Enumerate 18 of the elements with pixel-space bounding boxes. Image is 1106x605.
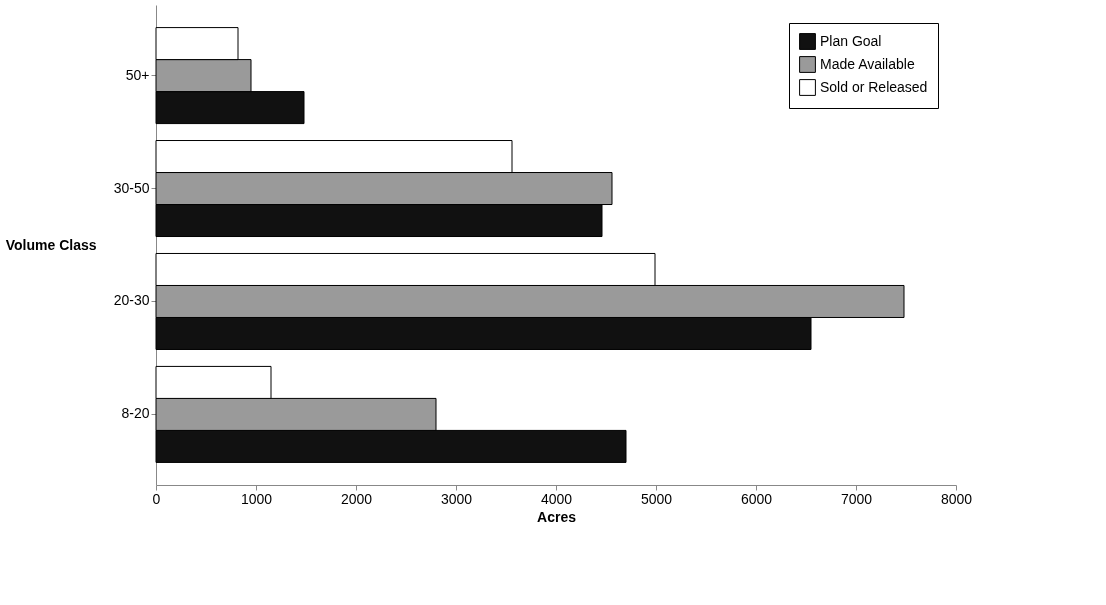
x-tick-label: 3000 — [440, 490, 473, 507]
y-axis-title: Volume Class — [5, 236, 97, 253]
y-tick-label: 8-20 — [121, 405, 150, 422]
legend-label: Sold or Released — [820, 78, 928, 95]
x-tick-label: 6000 — [740, 490, 773, 507]
x-tick-label: 0 — [152, 490, 161, 507]
x-tick-label: 2000 — [340, 490, 373, 507]
x-axis-title: Acres — [537, 508, 577, 525]
x-tick-label: 7000 — [840, 490, 873, 507]
x-tick-label: 1000 — [240, 490, 273, 507]
legend-label: Plan Goal — [820, 32, 882, 49]
x-tick-label: 8000 — [940, 490, 973, 507]
y-tick-label: 30-50 — [113, 179, 150, 196]
x-tick-label: 4000 — [540, 490, 573, 507]
x-tick-label: 5000 — [640, 490, 673, 507]
y-tick-label: 50+ — [125, 66, 150, 83]
legend-label: Made Available — [820, 55, 915, 72]
y-tick-label: 20-30 — [113, 292, 150, 309]
